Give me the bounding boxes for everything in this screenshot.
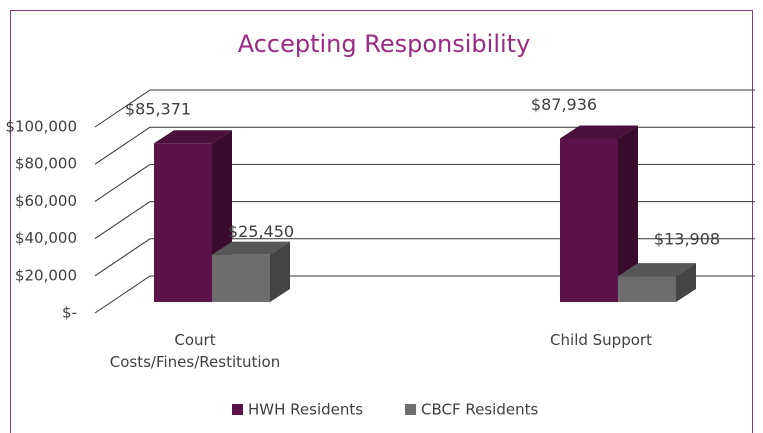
grid-line (94, 89, 151, 128)
bar-top (212, 241, 290, 255)
grid-line (94, 126, 151, 165)
bar-top (560, 125, 638, 139)
legend-label: HWH Residents (248, 401, 363, 419)
bar-front (212, 254, 270, 302)
bar-top (154, 130, 232, 144)
legend-swatch (405, 404, 416, 415)
y-tick-label: $60,000 (15, 192, 77, 210)
bar-front (154, 143, 212, 302)
y-tick-label: $- (62, 304, 77, 322)
bar-front (560, 138, 618, 302)
chart-title: Accepting Responsibility (238, 30, 531, 58)
grid-line (94, 238, 151, 277)
bar-side (270, 241, 290, 302)
legend-label: CBCF Residents (421, 401, 538, 419)
bar-side (618, 125, 638, 302)
x-tick-label: Court Costs/Fines/Restitution (109, 331, 281, 371)
y-tick-label: $40,000 (15, 229, 77, 247)
x-tick-label: Child Support (550, 331, 652, 349)
legend-swatch (232, 404, 243, 415)
y-tick-label: $100,000 (5, 118, 77, 136)
data-label: $25,450 (228, 222, 294, 241)
data-label: $85,371 (125, 100, 191, 119)
data-label: $13,908 (654, 230, 720, 249)
frame (10, 10, 753, 433)
y-tick-label: $80,000 (15, 155, 77, 173)
grid-line (94, 201, 151, 240)
bar-top (618, 263, 696, 277)
bar-front (618, 276, 676, 302)
grid-line (94, 275, 151, 314)
bar-side (676, 263, 696, 302)
y-tick-label: $20,000 (15, 266, 77, 284)
data-label: $87,936 (531, 95, 597, 114)
grid-line (94, 163, 151, 202)
